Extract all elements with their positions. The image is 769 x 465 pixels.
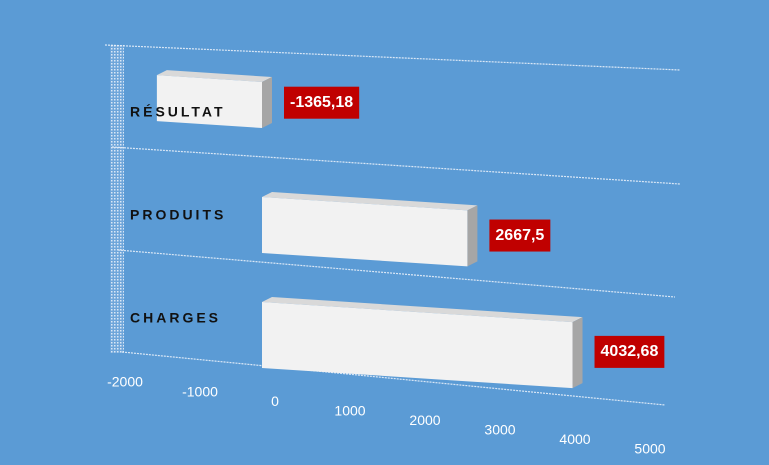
bar [262,302,573,389]
value-label: 2667,5 [495,227,544,244]
value-label-box [284,86,360,119]
separator-line [117,249,676,298]
category-label: PRODUITS [130,207,226,223]
bar-top [156,70,272,82]
separator-line [111,146,681,185]
value-label-box [594,335,665,368]
x-tick-label: 5000 [634,441,665,457]
separator-line [121,351,666,406]
bar [262,197,468,267]
value-label: -1365,18 [290,94,353,111]
x-tick-label: 1000 [334,402,365,418]
bar-side [262,77,272,128]
bar [156,75,262,128]
value-label-box [489,219,551,252]
x-tick-label: 4000 [559,431,590,447]
bar-top [262,297,583,323]
x-tick-label: -1000 [182,383,218,399]
x-tick-label: 2000 [409,412,440,428]
category-label: RÉSULTAT [130,104,226,120]
x-tick-label: 3000 [484,422,515,438]
bar-side [572,317,583,389]
category-label: CHARGES [130,310,221,326]
side-wall [110,45,124,353]
x-tick-label: -2000 [107,374,143,390]
bar-top [262,192,478,211]
bar-side [467,205,478,267]
value-label: 4032,68 [601,343,659,360]
x-tick-label: 0 [271,393,279,409]
